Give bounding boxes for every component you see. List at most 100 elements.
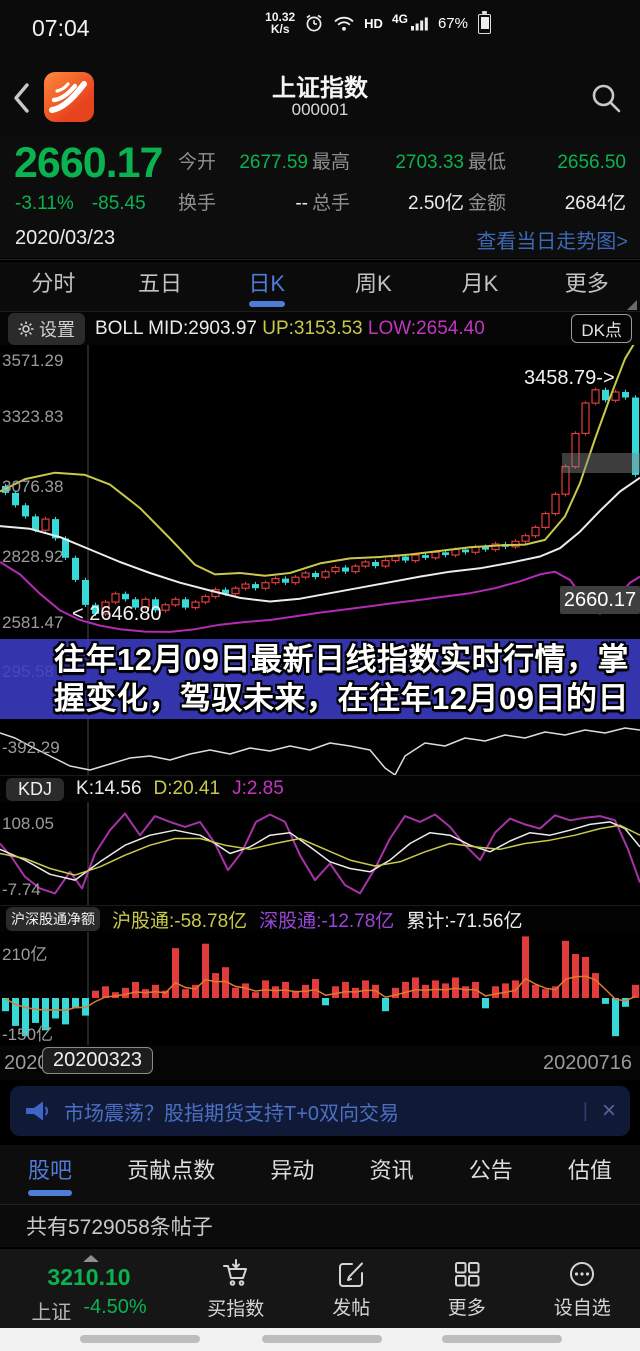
community-tab-公告[interactable]: 公告 [468,1158,513,1183]
network-type: 4G [391,12,408,26]
bottom-action-bar: 3210.10 上证 -4.50% 买指数 发帖 [0,1247,640,1328]
kdj-indicator-button[interactable]: KDJ [6,777,65,801]
boll-up-value: UP:3153.53 [262,317,363,339]
post-button[interactable]: 发帖 [294,1249,410,1330]
hsgt-y-top: 210亿 [2,945,48,964]
quote-stat: 金额 2684亿 [468,193,626,214]
posts-count: 共有5729058条帖子 [0,1205,640,1247]
sub-y-bottom: -392.29 [2,738,60,757]
quote-stat: 总手 2.50亿 [312,193,464,214]
search-icon[interactable] [590,82,622,114]
y-axis-label: 3076.38 [2,477,64,496]
quote-stat: 今开 2677.59 [178,152,308,173]
more-button[interactable]: 更多 [409,1249,525,1330]
mini-quote-name: 上证 [31,1302,72,1324]
x-axis-left: 2020 [4,1052,49,1074]
community-tab-估值[interactable]: 估值 [567,1158,612,1183]
quote-panel: 2660.17 -3.11% -85.45 2020/03/23 今开 2677.… [0,135,640,258]
kdj-header: KDJ K:14.56 D:20.41 J:2.85 [0,775,640,802]
notice-banner[interactable]: 市场震荡？股指期货支持T+0双向交易 | × [10,1086,630,1136]
nav-pill[interactable] [442,1335,562,1343]
last-price-tag: 2660.17 [560,586,640,614]
gear-icon [18,321,34,337]
hsgt-sh-value: 沪股通:-58.78亿 [112,910,248,932]
expand-corner-icon[interactable] [627,300,637,310]
hsgt-sz-value: 深股通:-12.78亿 [259,910,395,932]
crosshair-date-tag: 20200323 [42,1047,153,1074]
quote-stat: 最低 2656.50 [468,152,626,173]
add-watchlist-button[interactable]: 设自选 [525,1249,640,1330]
period-tab-日K[interactable]: 日K [213,262,320,311]
kdj-y-top: 108.05 [2,814,54,833]
caret-up-icon [83,1255,99,1262]
y-axis-label: 3571.29 [2,351,64,370]
notice-text[interactable]: 市场震荡？股指期货支持T+0双向交易 [64,1102,400,1125]
kdj-j-value: J:2.85 [232,778,284,799]
alarm-icon [304,13,324,33]
hsgt-indicator-button[interactable]: 沪深股通净额 [6,907,100,931]
hsgt-header: 沪深股通净额 沪股通:-58.78亿 深股通:-12.78亿 累计:-71.56… [0,905,640,932]
kline-chart[interactable]: 3571.29 3323.83 3076.38 2828.92 2581.47 … [0,345,640,638]
overlay-text-line1: 往年12月09日最新日线指数实时行情，掌 [54,642,629,677]
period-tab-周K[interactable]: 周K [355,271,392,296]
nav-pill[interactable] [262,1335,382,1343]
grid-icon [452,1259,482,1289]
boll-low-value: LOW:2654.40 [367,317,485,339]
period-tab-分时[interactable]: 分时 [31,271,76,296]
kdj-y-bottom: -7.74 [2,880,41,899]
back-button[interactable] [10,80,36,116]
community-tab-贡献点数[interactable]: 贡献点数 [127,1158,216,1183]
hsgt-y-bottom: -150亿 [2,1025,54,1044]
page-title: 上证指数 [272,75,368,102]
megaphone-icon [24,1099,50,1123]
dk-point-button[interactable]: DK点 [571,314,632,343]
indicator-bar: 设置 BOLL MID:2903.97 UP:3153.53 LOW:2654.… [0,312,640,345]
kdj-chart[interactable]: 108.05 -7.74 [0,802,640,905]
kdj-d-value: D:20.41 [153,778,221,799]
quote-stats-grid: 今开 2677.59 最高 2703.33 最低 2656.50 换手 -- 总手 2.50亿 金额… [178,147,630,215]
signal-bars-icon [410,15,429,31]
buy-index-button[interactable]: 买指数 [178,1249,294,1330]
network-speed: 10.32 K/s [265,10,296,36]
hd-indicator: HD [364,15,383,31]
close-icon[interactable]: × [601,1097,616,1124]
high-marker: 3458.79-> [524,367,615,389]
cart-icon [220,1258,252,1290]
period-tab-月K[interactable]: 月K [461,271,499,296]
y-axis-label: 2828.92 [2,547,64,566]
community-tab-股吧[interactable]: 股吧 [28,1145,72,1204]
period-tab-bar: 分时 五日 日K 周K 月K 更多 [0,262,640,312]
chart-highlight-box [562,453,640,473]
community-tab-bar: 股吧 贡献点数 异动 资讯 公告 估值 [0,1145,640,1205]
period-tab-更多[interactable]: 更多 [564,271,609,296]
y-axis-label: 3323.83 [2,407,64,426]
clock-time: 07:04 [32,15,90,41]
community-tab-异动[interactable]: 异动 [270,1158,315,1183]
nav-pill[interactable] [80,1335,200,1343]
low-marker: < 2646.80 [72,603,162,625]
mini-quote[interactable]: 3210.10 上证 -4.50% [0,1249,178,1330]
hsgt-total-value: 累计:-71.56亿 [406,910,523,932]
period-tab-五日[interactable]: 五日 [138,271,183,296]
quote-date: 2020/03/23 [15,227,116,249]
notice-divider: | [582,1099,588,1122]
x-axis-row: 2020 20200323 20200716 [0,1045,640,1080]
wifi-icon [333,15,355,32]
status-bar: 07:04 10.32 K/s HD 4G 67% [0,0,640,60]
mini-quote-price: 3210.10 [47,1264,131,1290]
kdj-k-value: K:14.56 [76,778,142,799]
change-value: -85.45 [91,193,146,214]
promo-overlay-banner: 往年12月09日最新日线指数实时行情，掌 握变化，驾驭未来，在往年12月09日的… [0,639,640,719]
change-percent: -3.11% [15,193,74,214]
ellipsis-icon [567,1259,597,1289]
quote-stat: 最高 2703.33 [312,152,464,173]
gesture-nav-strip [0,1328,640,1351]
last-price: 2660.17 [14,139,163,187]
community-tab-资讯[interactable]: 资讯 [369,1158,414,1183]
app-logo-icon [44,72,94,122]
view-intraday-link[interactable]: 查看当日走势图> [476,231,628,253]
settings-button[interactable]: 设置 [8,312,85,345]
hsgt-chart[interactable]: 210亿 -150亿 [0,932,640,1045]
title-bar: 上证指数 000001 [0,60,640,135]
